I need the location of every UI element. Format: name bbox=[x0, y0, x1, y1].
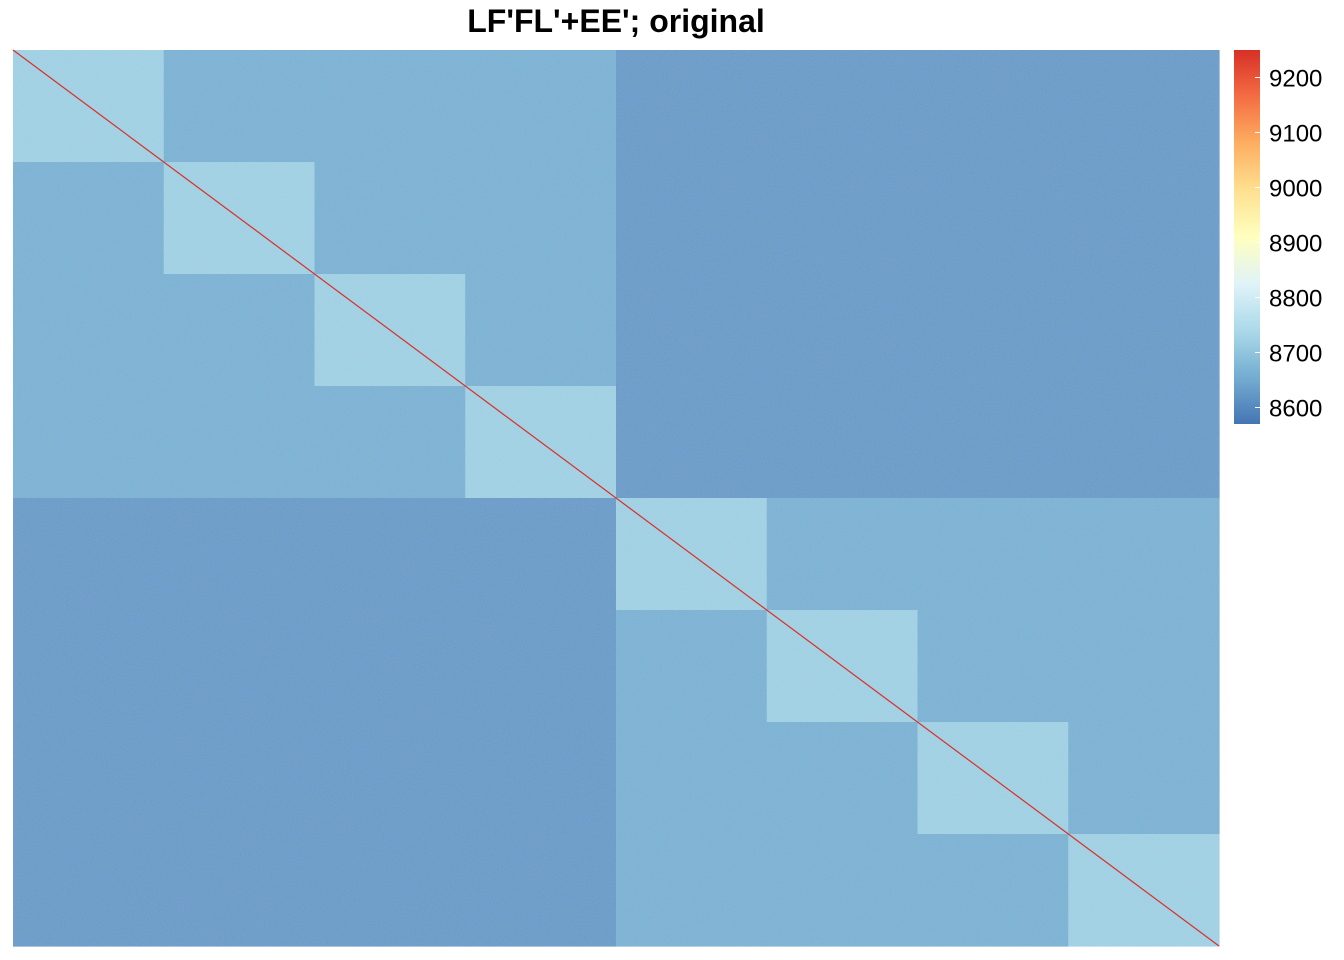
heatmap-block bbox=[1068, 162, 1220, 275]
heatmap-block bbox=[465, 162, 617, 275]
heatmap-block bbox=[616, 722, 768, 835]
heatmap-diagonal-layer bbox=[12, 49, 1220, 947]
heatmap-block bbox=[465, 834, 617, 947]
heatmap-block bbox=[917, 834, 1069, 947]
heatmap-block bbox=[465, 610, 617, 723]
legend-tick-label: 8800 bbox=[1269, 286, 1322, 313]
heatmap-block bbox=[616, 610, 768, 723]
heatmap-block bbox=[766, 834, 919, 947]
heatmap-block bbox=[13, 610, 165, 723]
heatmap-block bbox=[917, 498, 1069, 611]
heatmap-block bbox=[13, 274, 165, 387]
heatmap-block bbox=[163, 610, 316, 723]
heatmap-block bbox=[314, 50, 466, 163]
heatmap-block bbox=[1068, 498, 1220, 611]
heatmap-block bbox=[314, 722, 466, 835]
legend-tick-label: 9100 bbox=[1269, 121, 1322, 148]
heatmap-block bbox=[13, 834, 165, 947]
heatmap-block bbox=[616, 50, 768, 163]
heatmap-block bbox=[616, 386, 768, 499]
heatmap-block bbox=[616, 162, 768, 275]
heatmap-block bbox=[314, 610, 466, 723]
heatmap-block bbox=[766, 498, 919, 611]
heatmap-block bbox=[766, 274, 919, 387]
heatmap-block bbox=[766, 722, 919, 835]
heatmap-block bbox=[766, 50, 919, 163]
heatmap-block bbox=[13, 162, 165, 275]
heatmap-block bbox=[616, 834, 768, 947]
heatmap-block bbox=[314, 834, 466, 947]
heatmap-block bbox=[917, 162, 1069, 275]
legend-tick-label: 8900 bbox=[1269, 231, 1322, 258]
heatmap-block bbox=[163, 50, 316, 163]
heatmap-block bbox=[163, 722, 316, 835]
heatmap-block bbox=[917, 274, 1069, 387]
heatmap-block bbox=[1068, 50, 1220, 163]
heatmap-block bbox=[917, 610, 1069, 723]
heatmap-block bbox=[1068, 386, 1220, 499]
heatmap-block bbox=[766, 386, 919, 499]
heatmap-block bbox=[766, 162, 919, 275]
heatmap-block bbox=[1068, 274, 1220, 387]
legend-tick-label: 9000 bbox=[1269, 176, 1322, 203]
heatmap-block bbox=[917, 50, 1069, 163]
heatmap-block bbox=[314, 498, 466, 611]
color-legend-bar bbox=[1234, 50, 1260, 424]
heatmap-block bbox=[163, 274, 316, 387]
legend-tick-label: 8600 bbox=[1269, 396, 1322, 423]
heatmap-block bbox=[314, 386, 466, 499]
heatmap-block bbox=[1068, 610, 1220, 723]
heatmap-block bbox=[13, 386, 165, 499]
heatmap-diagonal bbox=[12, 49, 1220, 947]
heatmap-block bbox=[917, 386, 1069, 499]
legend-tick-label: 9200 bbox=[1269, 66, 1322, 93]
heatmap-block bbox=[616, 274, 768, 387]
heatmap-block bbox=[465, 722, 617, 835]
heatmap-block bbox=[465, 50, 617, 163]
heatmap-block bbox=[1068, 722, 1220, 835]
heatmap-block bbox=[163, 498, 316, 611]
heatmap-block bbox=[465, 498, 617, 611]
legend-tick-label: 8700 bbox=[1269, 341, 1322, 368]
color-legend: 9200 9100 9000 8900 8800 8700 8600 bbox=[1234, 50, 1322, 424]
heatmap-block bbox=[13, 498, 165, 611]
heatmap-block bbox=[465, 274, 617, 387]
color-legend-ticks: 9200 9100 9000 8900 8800 8700 8600 bbox=[1255, 66, 1322, 423]
heatmap-block bbox=[163, 834, 316, 947]
heatmap-block bbox=[13, 722, 165, 835]
heatmap-block bbox=[163, 386, 316, 499]
chart-title: LF'FL'+EE'; original bbox=[467, 3, 765, 39]
heatmap-block bbox=[314, 162, 466, 275]
